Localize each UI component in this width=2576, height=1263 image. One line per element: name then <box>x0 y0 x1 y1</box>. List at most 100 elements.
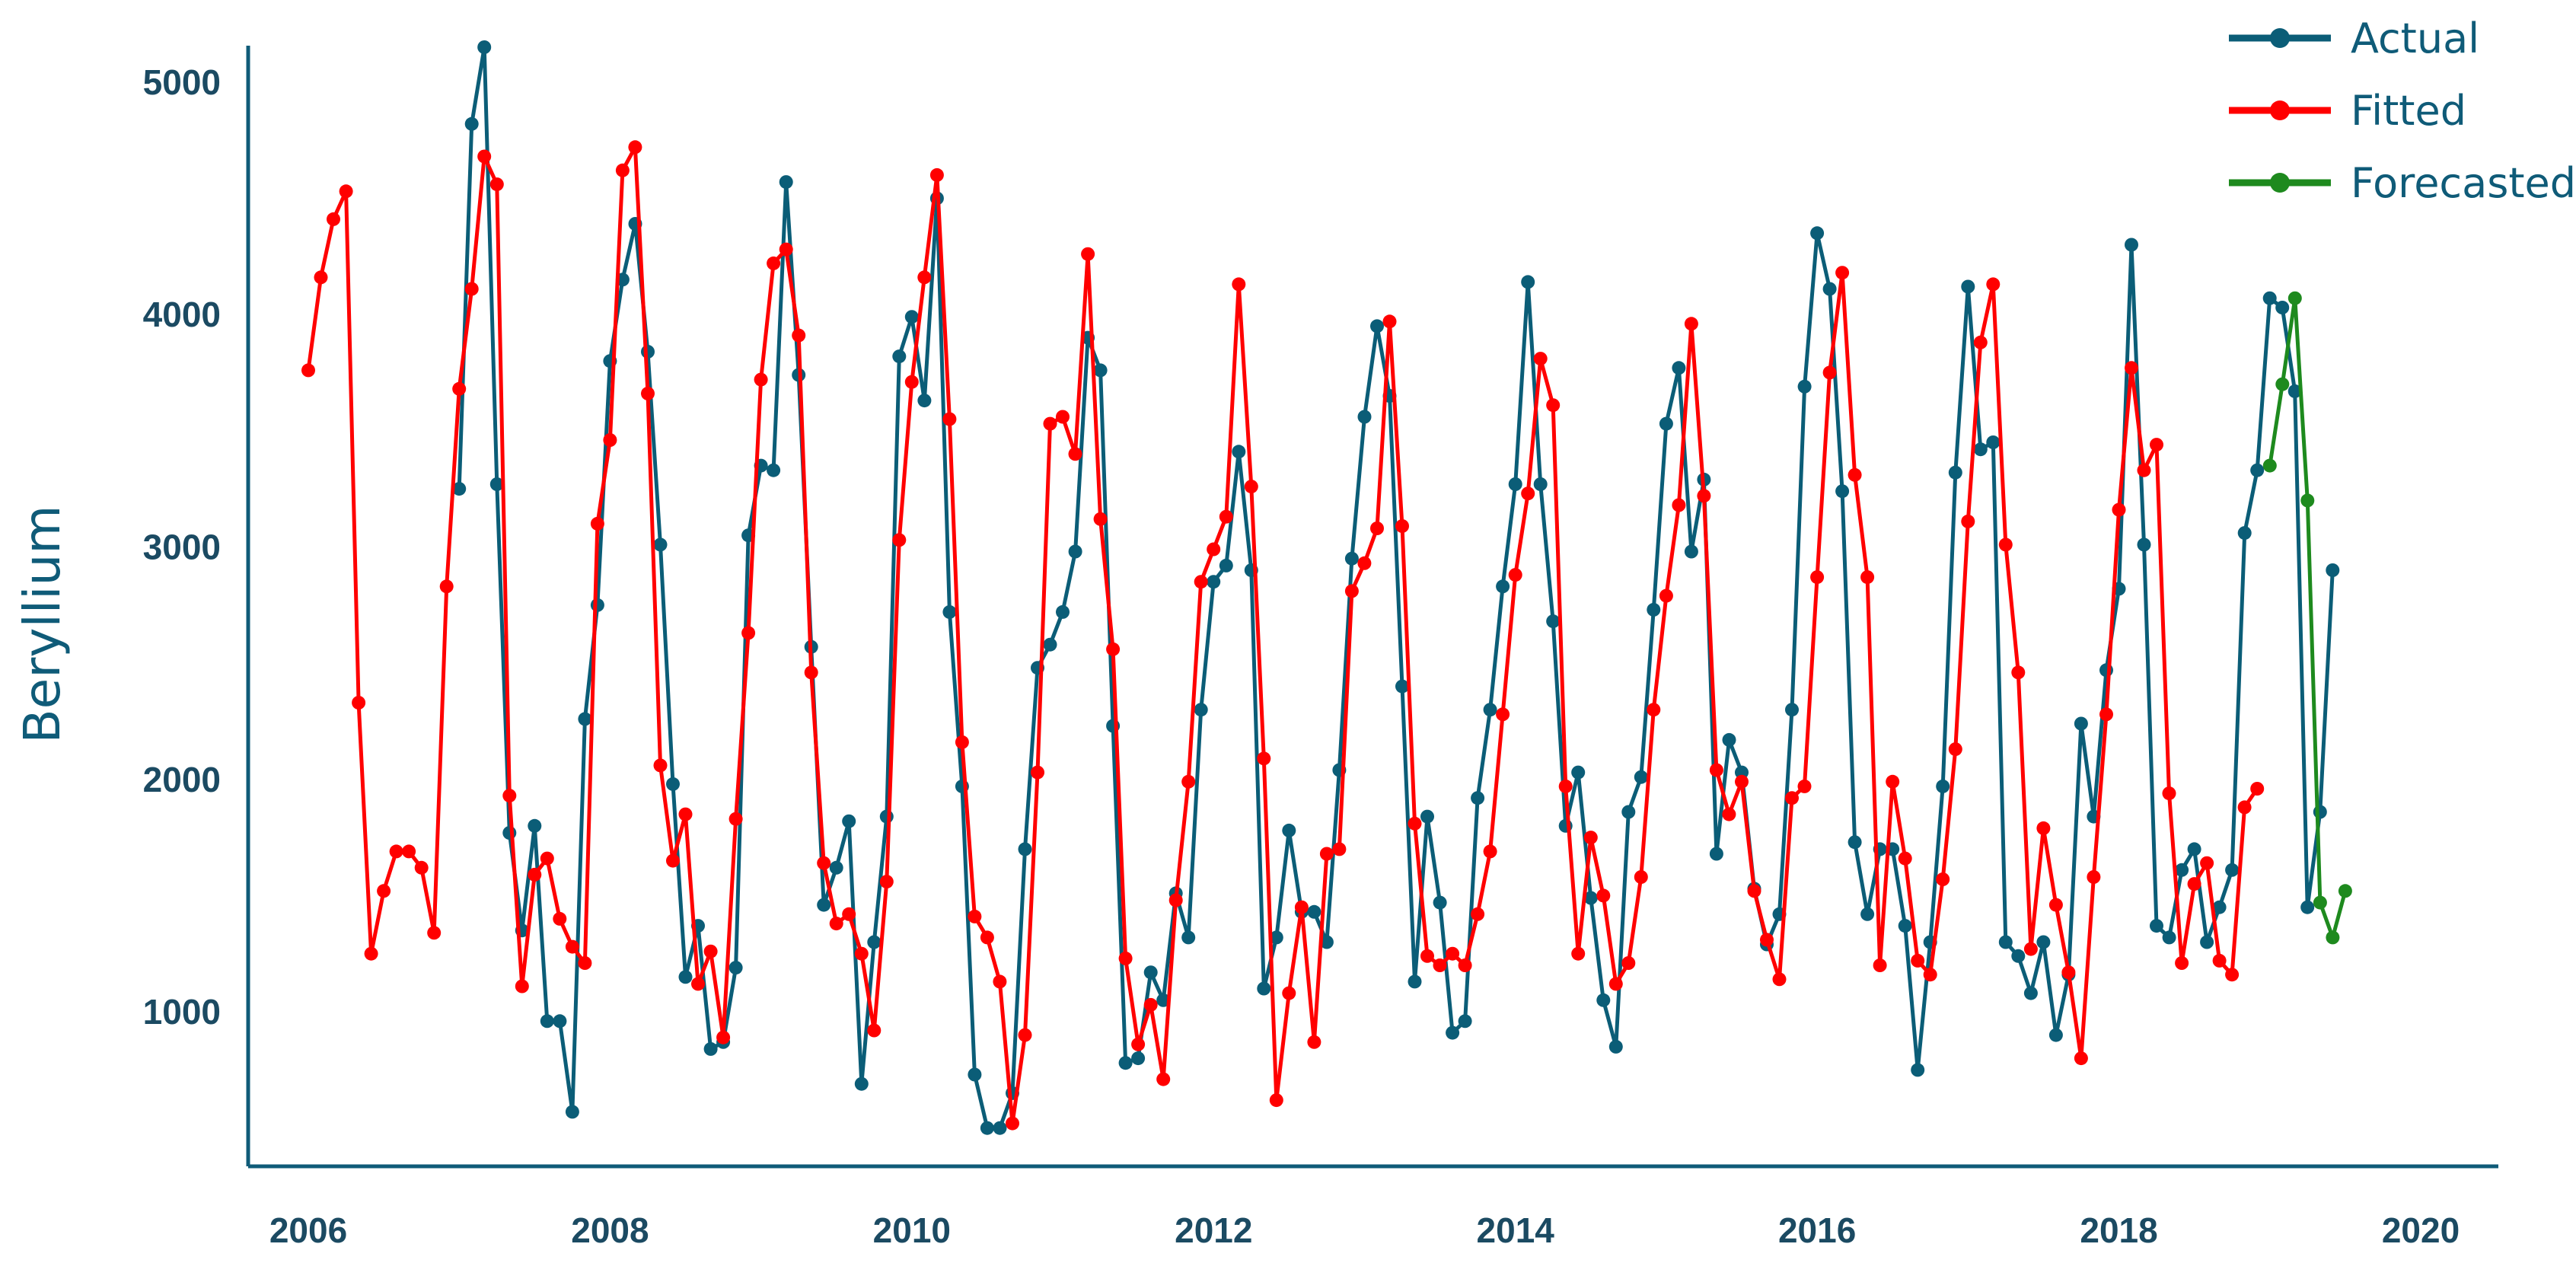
data-point-fitted <box>414 860 429 875</box>
data-point-fitted <box>1194 575 1208 589</box>
data-point-fitted <box>2187 877 2201 891</box>
data-point-fitted <box>892 533 907 547</box>
data-point-fitted <box>502 789 517 803</box>
data-point-fitted <box>1508 568 1522 582</box>
data-point-actual <box>1483 703 1497 717</box>
data-point-actual <box>842 814 856 828</box>
data-point-actual <box>2137 537 2151 552</box>
data-point-actual <box>1471 791 1485 805</box>
data-point-fitted <box>1697 489 1711 503</box>
data-point-fitted <box>553 911 567 926</box>
data-point-actual <box>2200 935 2214 949</box>
data-point-fitted <box>1961 514 1975 528</box>
data-point-actual <box>678 970 693 984</box>
data-point-actual <box>1722 732 1736 747</box>
data-point-actual <box>464 116 479 131</box>
data-point-fitted <box>2099 707 2113 722</box>
data-point-actual <box>578 712 592 726</box>
data-point-actual <box>703 1041 718 1056</box>
data-point-forecasted <box>2262 458 2277 473</box>
data-point-actual <box>590 598 604 612</box>
data-point-fitted <box>854 946 869 961</box>
data-point-actual <box>1446 1025 1460 1040</box>
data-point-fitted <box>2036 821 2051 835</box>
data-point-forecasted <box>2300 493 2315 508</box>
data-point-actual <box>1420 809 1434 824</box>
data-point-fitted <box>1760 933 1774 947</box>
data-point-fitted <box>741 626 756 640</box>
data-point-actual <box>1533 477 1548 491</box>
data-point-actual <box>2300 900 2315 914</box>
data-point-actual <box>1848 835 1862 850</box>
data-point-fitted <box>1998 537 2013 552</box>
data-point-actual <box>1608 1039 1623 1054</box>
y-tick-label: 5000 <box>143 62 221 102</box>
data-point-fitted <box>993 974 1007 989</box>
data-point-actual <box>2048 1028 2063 1042</box>
data-point-actual <box>1496 579 1510 594</box>
data-point-fitted <box>1797 779 1812 793</box>
x-tick-label: 2016 <box>1778 1210 1856 1250</box>
data-point-fitted <box>678 807 693 821</box>
data-point-actual <box>1018 842 1032 856</box>
y-tick-label: 4000 <box>143 295 221 334</box>
data-point-fitted <box>1735 774 1749 789</box>
data-point-fitted <box>1031 765 1044 780</box>
data-point-fitted <box>352 696 366 710</box>
data-point-fitted <box>565 939 579 954</box>
data-point-fitted <box>1546 398 1561 413</box>
data-point-actual <box>2011 949 2026 963</box>
data-point-actual <box>565 1105 579 1119</box>
data-point-actual <box>2162 930 2176 945</box>
data-point-fitted <box>1785 791 1799 805</box>
data-point-fitted <box>1106 642 1121 656</box>
data-point-fitted <box>1282 986 1296 1000</box>
data-point-fitted <box>1043 416 1057 431</box>
data-point-fitted <box>1835 266 1850 280</box>
data-point-actual <box>942 604 957 619</box>
data-point-actual <box>892 349 907 364</box>
data-point-fitted <box>792 328 806 343</box>
data-point-actual <box>477 40 492 54</box>
data-point-fitted <box>1081 247 1095 261</box>
x-tick-label: 2020 <box>2382 1210 2460 1250</box>
data-point-fitted <box>1647 703 1661 717</box>
data-point-fitted <box>389 844 403 859</box>
data-point-actual <box>2125 238 2138 252</box>
data-point-fitted <box>2023 942 2038 956</box>
data-point-fitted <box>904 375 919 389</box>
data-point-fitted <box>1344 584 1359 598</box>
data-point-actual <box>1269 930 1283 945</box>
data-point-fitted <box>754 372 768 387</box>
data-point-actual <box>980 1121 994 1135</box>
legend-label: Fitted <box>2351 87 2466 135</box>
data-point-fitted <box>1684 317 1698 331</box>
data-point-actual <box>817 898 831 912</box>
data-point-actual <box>1785 703 1799 717</box>
data-point-fitted <box>1521 486 1535 501</box>
data-point-fitted <box>2137 463 2151 477</box>
data-point-fitted <box>691 977 705 991</box>
data-point-actual <box>1797 379 1812 394</box>
data-point-fitted <box>804 665 818 680</box>
data-point-fitted <box>1370 521 1384 535</box>
data-point-fitted <box>867 1023 882 1038</box>
data-point-fitted <box>477 149 492 164</box>
data-point-actual <box>1319 935 1334 949</box>
data-point-fitted <box>1583 831 1598 845</box>
data-point-fitted <box>1307 1035 1321 1049</box>
data-point-actual <box>553 1014 567 1029</box>
data-point-actual <box>1911 1063 1925 1077</box>
data-point-fitted <box>590 516 604 531</box>
legend-swatch-marker <box>2270 100 2290 120</box>
data-point-actual <box>2326 563 2340 577</box>
data-point-actual <box>1344 551 1359 566</box>
data-point-fitted <box>1219 509 1233 524</box>
data-point-fitted <box>2048 898 2063 912</box>
data-point-fitted <box>1118 951 1133 965</box>
data-point-fitted <box>1068 447 1082 461</box>
data-point-fitted <box>2125 361 2138 375</box>
data-point-actual <box>1684 544 1698 559</box>
y-tick-label: 2000 <box>143 760 221 799</box>
data-point-actual <box>1282 823 1296 837</box>
